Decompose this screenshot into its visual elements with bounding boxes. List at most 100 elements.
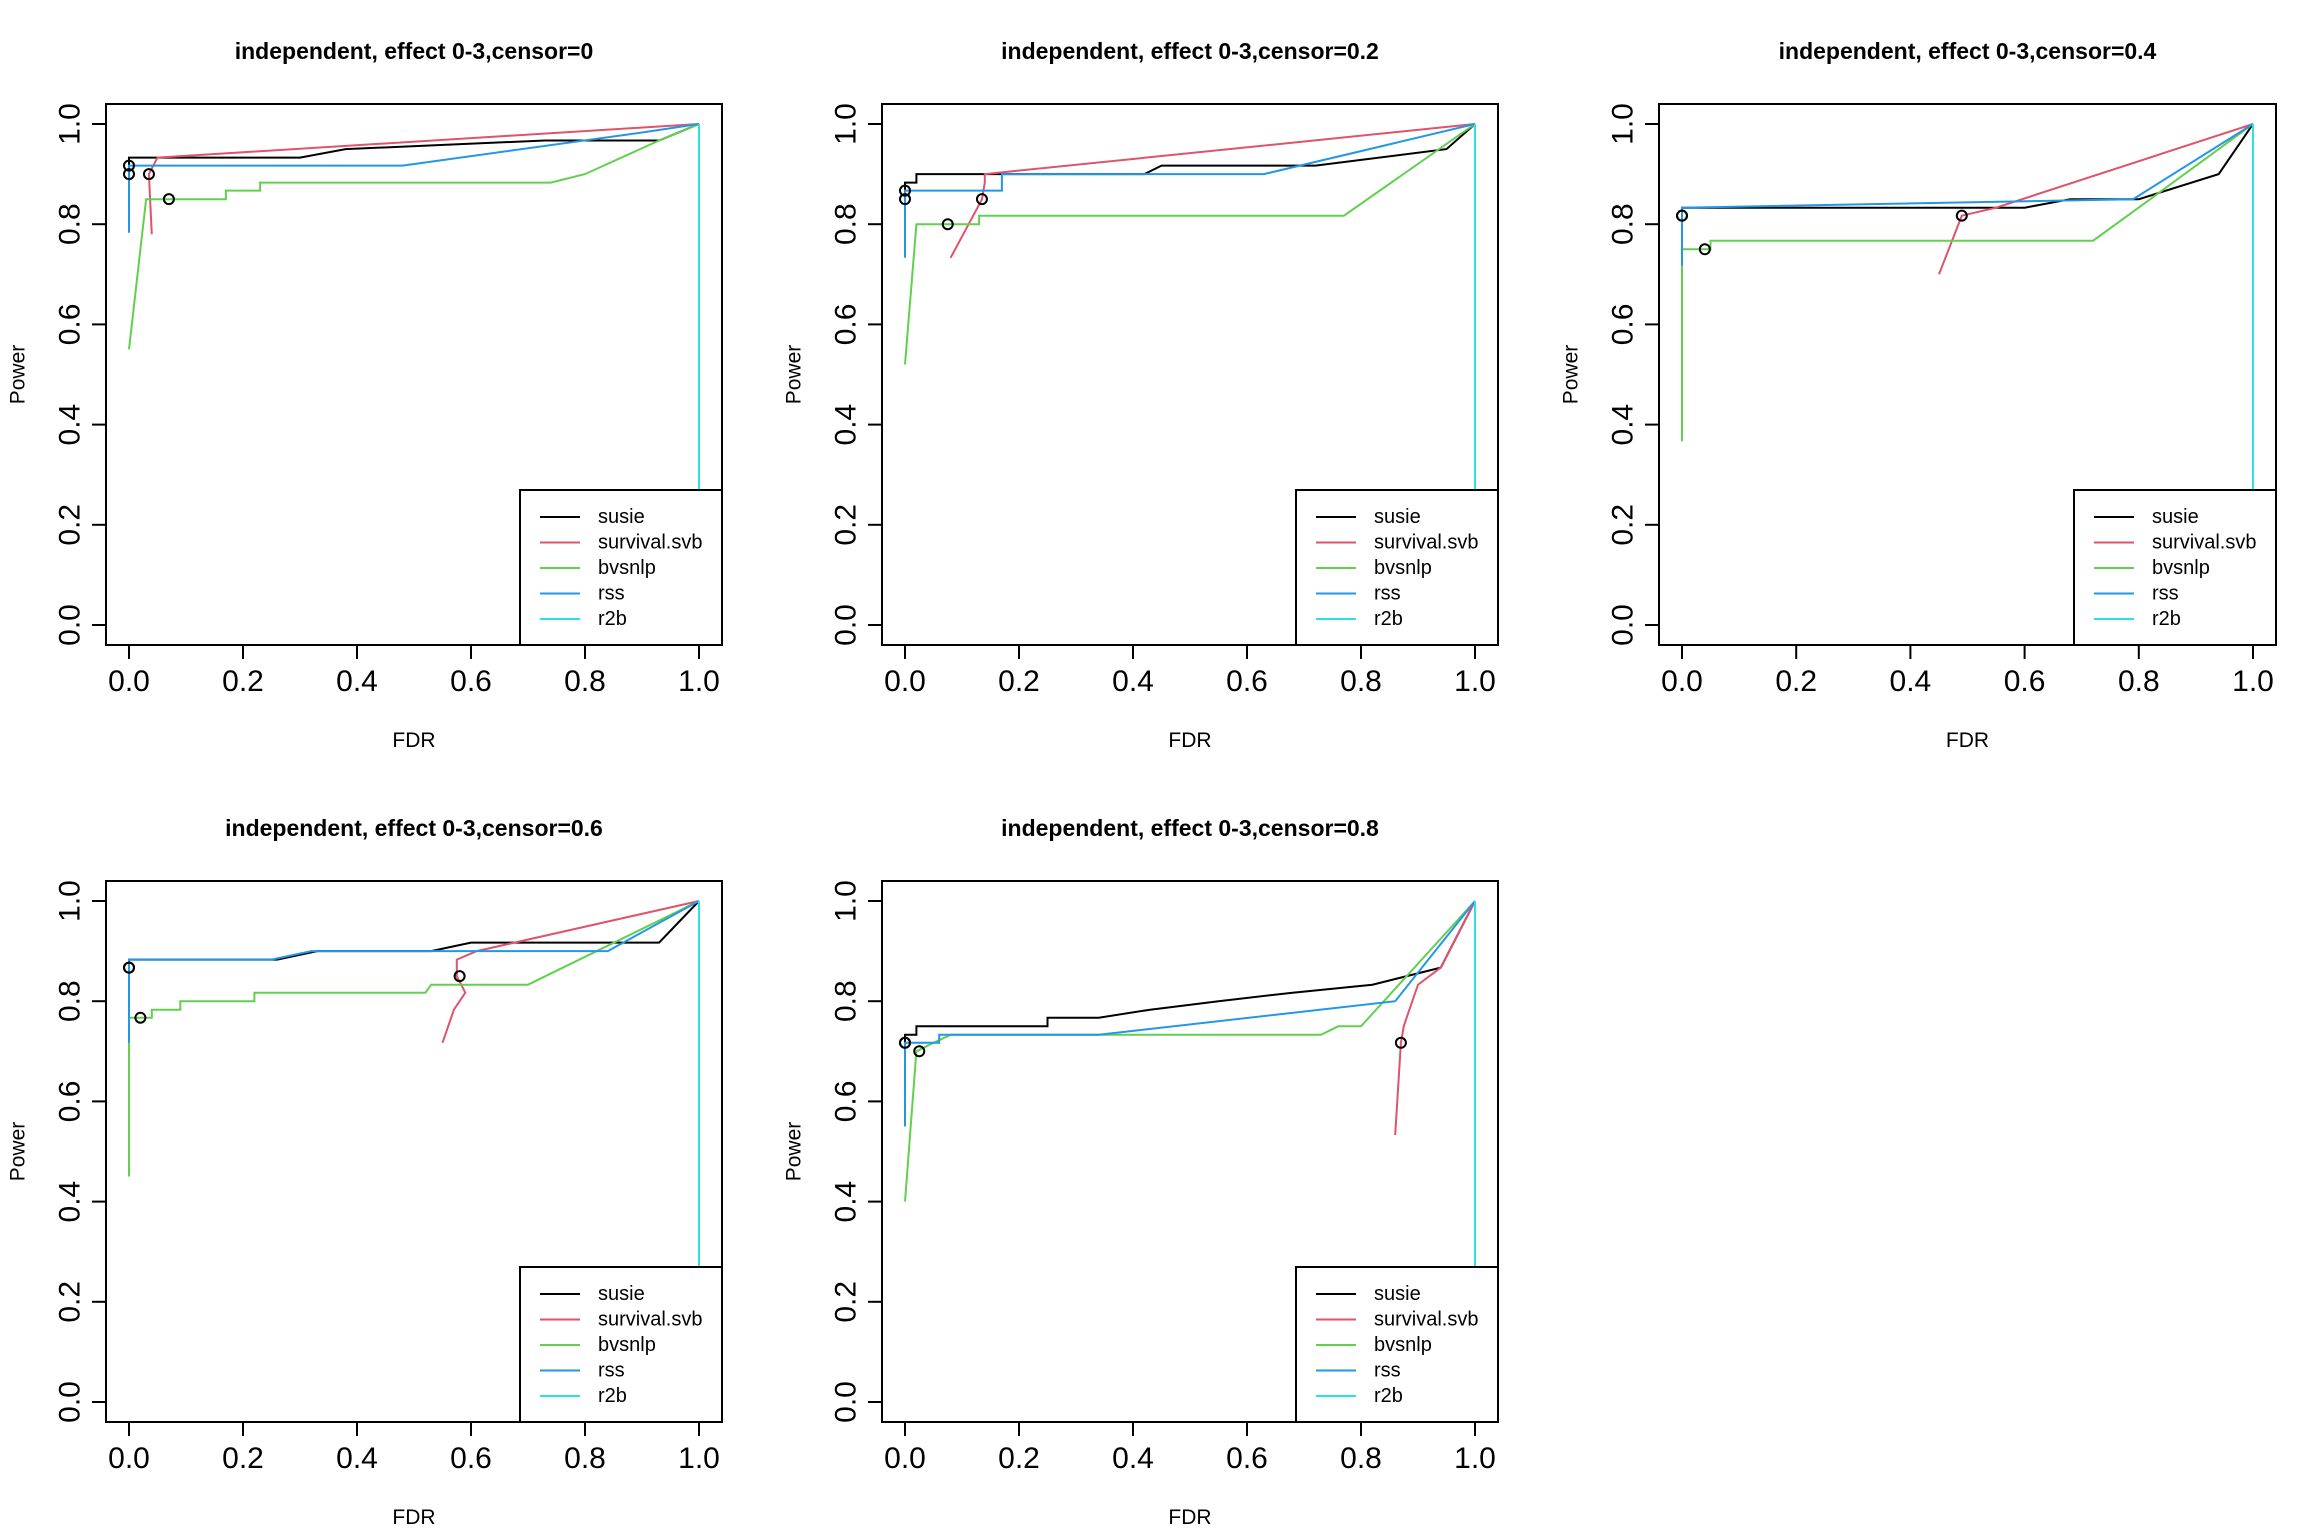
y-tick-label: 0.2 [1607, 504, 1640, 546]
x-tick-label: 0.0 [884, 665, 926, 698]
y-tick-label: 1.0 [54, 880, 87, 922]
series-marker-survival-svb [975, 193, 988, 206]
series-marker-susie [899, 184, 911, 197]
legend-label-r2b: r2b [2152, 608, 2181, 630]
chart-title: independent, effect 0-3,censor=0.6 [225, 815, 603, 841]
y-tick-label: 0.6 [54, 304, 87, 346]
x-tick-label: 0.0 [1661, 665, 1703, 698]
series-line-susie [128, 123, 700, 175]
series-marker-rss [1676, 209, 1688, 222]
legend-label-bvsnlp: bvsnlp [1374, 1334, 1432, 1356]
y-tick-label: 0.8 [830, 980, 863, 1022]
x-tick-label: 0.6 [1226, 665, 1268, 698]
legend-label-r2b: r2b [1374, 608, 1403, 630]
legend-label-r2b: r2b [598, 1385, 627, 1407]
chart-title: independent, effect 0-3,censor=0.4 [1779, 38, 2157, 64]
series-marker-rss [123, 961, 135, 974]
series-line-bvsnlp [128, 123, 700, 350]
x-tick-label: 0.8 [564, 1442, 606, 1475]
series-line-rss [1681, 123, 2254, 266]
x-tick-label: 0.4 [1112, 1442, 1154, 1475]
series-line-susie [1681, 123, 2254, 215]
chart-title: independent, effect 0-3,censor=0 [235, 38, 594, 64]
x-tick-label: 0.2 [222, 1442, 264, 1475]
y-axis-label: Power [1560, 345, 1583, 405]
x-tick-label: 0.4 [1112, 665, 1154, 698]
series-marker-survival-svb [1394, 1036, 1407, 1049]
chart-title: independent, effect 0-3,censor=0.2 [1001, 38, 1379, 64]
series-marker-survival-svb [1955, 209, 1968, 222]
y-axis-label: Power [7, 345, 30, 405]
legend-label-susie: susie [598, 506, 645, 528]
y-axis-label: Power [7, 1122, 30, 1182]
y-tick-label: 0.2 [830, 504, 863, 546]
x-tick-label: 0.8 [1340, 1442, 1382, 1475]
y-tick-label: 0.2 [54, 1281, 87, 1323]
panel-3: independent, effect 0-3,censor=0.4 0.0 0.2… [1560, 38, 2277, 752]
y-tick-label: 0.2 [830, 1281, 863, 1323]
y-tick-label: 0.6 [1607, 304, 1640, 346]
legend-label-susie: susie [1374, 506, 1421, 528]
series-marker-rss [899, 1036, 911, 1049]
series-marker-bvsnlp [913, 1045, 926, 1058]
legend-label-rss: rss [1374, 1360, 1401, 1382]
x-tick-label: 0.8 [2118, 665, 2160, 698]
series-marker-bvsnlp [941, 218, 954, 231]
y-tick-label: 0.4 [830, 404, 863, 446]
y-tick-label: 0.8 [830, 203, 863, 245]
legend-label-survival-svb: survival.svb [1374, 1309, 1478, 1331]
y-tick-label: 0.4 [830, 1181, 863, 1223]
x-axis-label: FDR [1168, 1506, 1211, 1529]
legend-label-susie: susie [1374, 1283, 1421, 1305]
y-tick-label: 0.6 [54, 1081, 87, 1123]
y-tick-label: 0.6 [830, 304, 863, 346]
x-tick-label: 0.4 [1890, 665, 1932, 698]
series-line-bvsnlp [904, 123, 1476, 365]
series-marker-bvsnlp [1698, 243, 1711, 256]
y-tick-label: 0.8 [1607, 203, 1640, 245]
x-tick-label: 0.0 [108, 1442, 150, 1475]
x-tick-label: 1.0 [1454, 1442, 1496, 1475]
panel-5: independent, effect 0-3,censor=0.8 0.0 0.2… [783, 815, 1499, 1529]
y-tick-label: 0.8 [54, 980, 87, 1022]
series-line-rss [128, 900, 700, 1043]
x-axis-label: FDR [1168, 729, 1211, 752]
x-tick-label: 0.6 [2004, 665, 2046, 698]
x-tick-label: 0.6 [1226, 1442, 1268, 1475]
y-tick-label: 0.0 [830, 604, 863, 646]
series-marker-susie [123, 159, 135, 172]
x-tick-label: 0.8 [1340, 665, 1382, 698]
y-axis-label: Power [783, 1122, 806, 1182]
y-tick-label: 0.0 [54, 1381, 87, 1423]
y-tick-label: 0.6 [830, 1081, 863, 1123]
legend-label-r2b: r2b [598, 608, 627, 630]
series-line-rss [904, 900, 1476, 1127]
legend-label-survival-svb: survival.svb [598, 532, 702, 554]
y-tick-label: 0.0 [1607, 604, 1640, 646]
x-tick-label: 1.0 [678, 1442, 720, 1475]
x-tick-label: 0.2 [998, 665, 1040, 698]
legend-label-survival-svb: survival.svb [2152, 532, 2256, 554]
x-tick-label: 1.0 [2232, 665, 2274, 698]
x-tick-label: 0.4 [336, 1442, 378, 1475]
x-tick-label: 0.2 [1775, 665, 1817, 698]
series-line-bvsnlp [128, 900, 700, 1177]
panel-2: independent, effect 0-3,censor=0.2 0.0 0.2… [783, 38, 1499, 752]
panel-1: independent, effect 0-3,censor=0 0.0 0.2 0.… [7, 38, 723, 752]
y-tick-label: 1.0 [1607, 103, 1640, 145]
x-tick-label: 1.0 [678, 665, 720, 698]
legend-label-survival-svb: survival.svb [1374, 532, 1478, 554]
y-tick-label: 0.4 [1607, 404, 1640, 446]
series-line-susie [904, 900, 1476, 1043]
x-tick-label: 1.0 [1454, 665, 1496, 698]
x-tick-label: 0.0 [884, 1442, 926, 1475]
series-marker-bvsnlp [162, 193, 175, 206]
y-tick-label: 1.0 [54, 103, 87, 145]
y-tick-label: 0.4 [54, 404, 87, 446]
y-axis-label: Power [783, 345, 806, 405]
series-marker-survival-svb [453, 970, 466, 983]
series-line-survival-svb [1938, 123, 2254, 275]
legend-label-rss: rss [598, 583, 625, 605]
x-tick-label: 0.2 [998, 1442, 1040, 1475]
x-tick-label: 0.2 [222, 665, 264, 698]
